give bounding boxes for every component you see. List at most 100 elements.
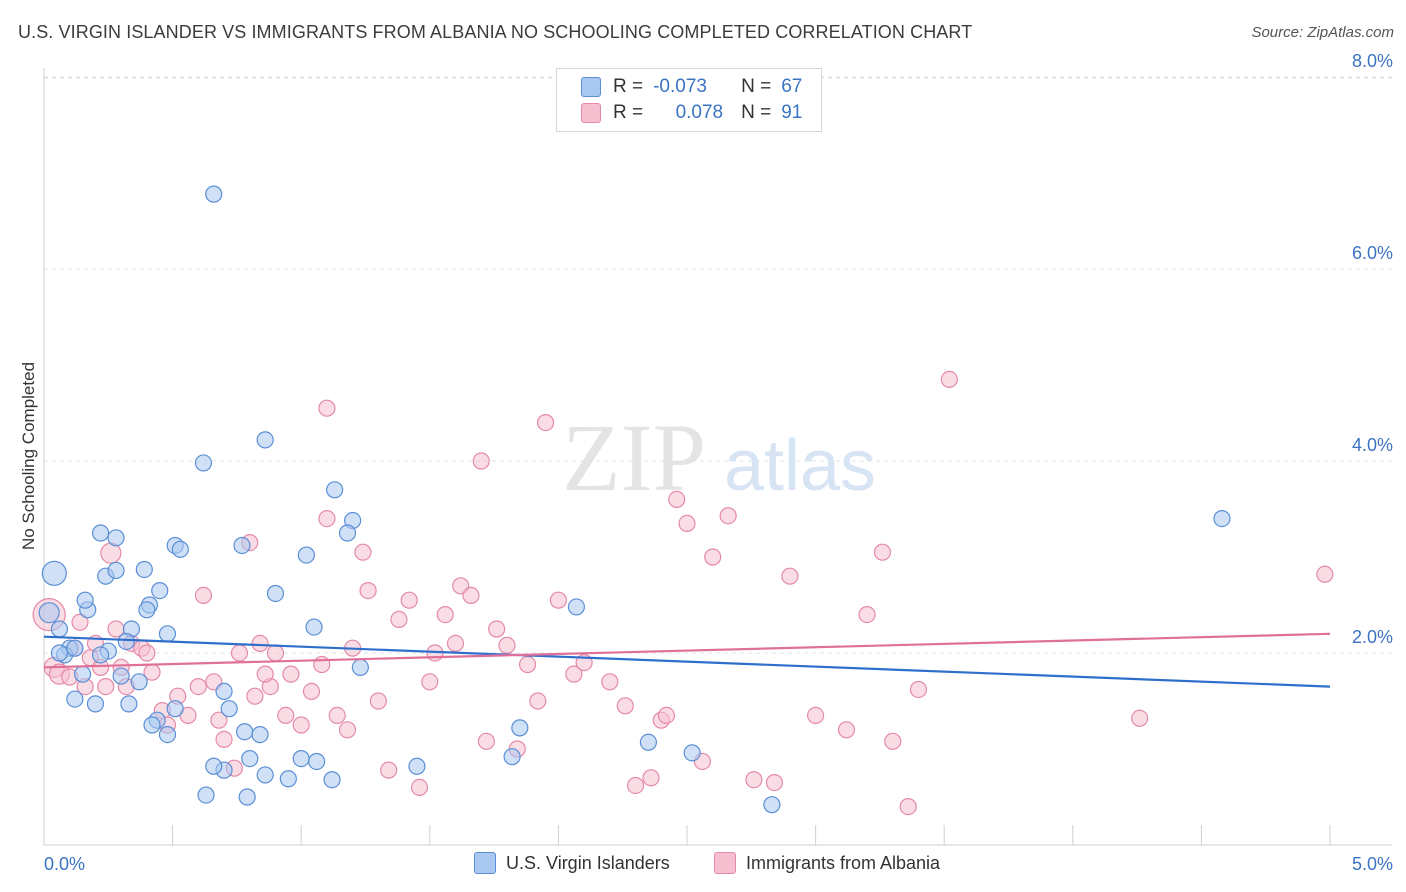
- virgin-islanders-point: [351, 658, 369, 677]
- virgin-islanders-point: [511, 719, 529, 737]
- virgin-islanders-point: [117, 632, 135, 651]
- albania-point: [277, 706, 295, 725]
- watermark-zip: ZIP: [562, 404, 706, 511]
- virgin-islanders-point: [171, 540, 189, 558]
- y-tick-label: 6.0%: [1352, 243, 1393, 263]
- legend-n-value: 67: [781, 76, 803, 97]
- legend-row-albania: R = 0.078 N = 91: [581, 101, 802, 125]
- albania-point: [302, 682, 321, 701]
- albania-point: [940, 370, 958, 388]
- virgin-islanders-point: [158, 725, 177, 744]
- virgin-islanders-point: [238, 788, 256, 806]
- legend-n-label: N =: [741, 102, 772, 123]
- source-label: Source: ZipAtlas.com: [1251, 24, 1394, 41]
- albania-point: [400, 591, 418, 609]
- virgin-islanders-point: [143, 716, 161, 734]
- albania-point: [189, 677, 207, 696]
- virgin-islanders-point: [50, 620, 69, 638]
- albania-point: [642, 769, 660, 787]
- albania-point: [873, 543, 892, 561]
- albania-point: [359, 581, 377, 600]
- bottom-legend-virgin-islanders: U.S. Virgin Islanders: [474, 852, 670, 874]
- albania-point: [446, 634, 465, 653]
- virgin-islanders-point: [66, 690, 84, 708]
- bottom-legend-label: Immigrants from Albania: [746, 852, 941, 873]
- grid-lines: [44, 76, 1392, 654]
- trend-lines: [43, 632, 1331, 688]
- virgin-islanders-point: [91, 646, 110, 664]
- y-tick-label: 8.0%: [1352, 51, 1393, 71]
- y-axis-label: No Schooling Completed: [19, 362, 38, 550]
- series-virgin-islanders-points: [38, 185, 1231, 814]
- albania-point: [328, 706, 346, 725]
- virgin-islanders-point: [503, 748, 521, 766]
- x-tick-label: 0.0%: [44, 854, 85, 874]
- albania-point: [745, 771, 763, 789]
- virgin-islanders-point: [135, 560, 153, 579]
- virgin-islanders-point: [408, 757, 426, 775]
- albania-point: [354, 543, 372, 561]
- albania-point: [390, 610, 408, 629]
- virgin-islanders-point: [76, 591, 94, 609]
- virgin-islanders-point: [292, 749, 310, 768]
- virgin-islanders-point: [256, 431, 274, 449]
- x-tick-label: 5.0%: [1352, 854, 1393, 874]
- virgin-islanders-point: [107, 561, 125, 580]
- legend-r-value: -0.073: [653, 76, 707, 97]
- virgin-islanders-point: [215, 682, 233, 701]
- albania-point: [421, 673, 439, 691]
- virgin-islanders-point: [326, 481, 344, 499]
- albania-point: [678, 514, 696, 533]
- virgin-islanders-point: [683, 744, 701, 762]
- virgin-islanders-point: [233, 536, 251, 555]
- albania-point: [318, 509, 336, 528]
- virgin-islanders-point: [1213, 509, 1231, 528]
- albania-point: [488, 620, 506, 638]
- albania-point: [529, 692, 547, 710]
- albania-point: [837, 721, 856, 739]
- albania-point: [601, 673, 619, 691]
- virgin-islanders-point: [205, 185, 223, 203]
- virgin-islanders-point: [639, 733, 658, 751]
- virgin-islanders-point: [138, 601, 156, 619]
- virgin-islanders-point: [107, 529, 125, 547]
- albania-point: [536, 414, 555, 432]
- albania-point: [1131, 709, 1149, 727]
- albania-point: [626, 776, 645, 795]
- virgin-islanders-point: [266, 584, 285, 603]
- albania-point: [616, 697, 634, 715]
- virgin-islanders-point: [38, 602, 60, 624]
- virgin-islanders-point: [197, 786, 215, 804]
- virgin-islanders-point: [256, 766, 274, 784]
- virgin-islanders-point: [251, 725, 269, 744]
- y-tick-label: 4.0%: [1352, 435, 1393, 455]
- albania-point: [657, 706, 676, 725]
- virgin-islanders-point: [297, 546, 315, 564]
- chart-title: U.S. VIRGIN ISLANDER VS IMMIGRANTS FROM …: [18, 22, 973, 42]
- albania-point: [97, 677, 115, 696]
- virgin-islanders-point: [241, 749, 259, 768]
- albania-point: [251, 634, 269, 653]
- albania-point: [380, 761, 398, 779]
- bottom-legend-label: U.S. Virgin Islanders: [506, 852, 670, 873]
- virgin-islanders-point: [130, 673, 148, 691]
- virgin-islanders-point: [763, 796, 781, 814]
- axes: [43, 68, 1392, 846]
- virgin-islanders-point: [120, 695, 138, 713]
- legend-swatch-pink: [581, 103, 601, 123]
- albania-point: [369, 692, 387, 710]
- albania-point: [477, 732, 495, 750]
- albania-point: [498, 636, 516, 654]
- albania-point: [210, 711, 228, 729]
- virgin-islanders-point: [236, 723, 254, 741]
- virgin-islanders-point: [305, 618, 323, 636]
- albania-point: [909, 680, 928, 699]
- tick-labels: 2.0% 4.0% 6.0% 8.0% 0.0% 5.0%: [44, 51, 1393, 874]
- albania-point: [230, 644, 249, 662]
- virgin-islanders-point: [323, 771, 341, 789]
- bottom-legend-swatch-pink: [714, 852, 736, 874]
- albania-point: [318, 399, 336, 417]
- albania-point: [472, 452, 490, 470]
- albania-point: [806, 706, 825, 725]
